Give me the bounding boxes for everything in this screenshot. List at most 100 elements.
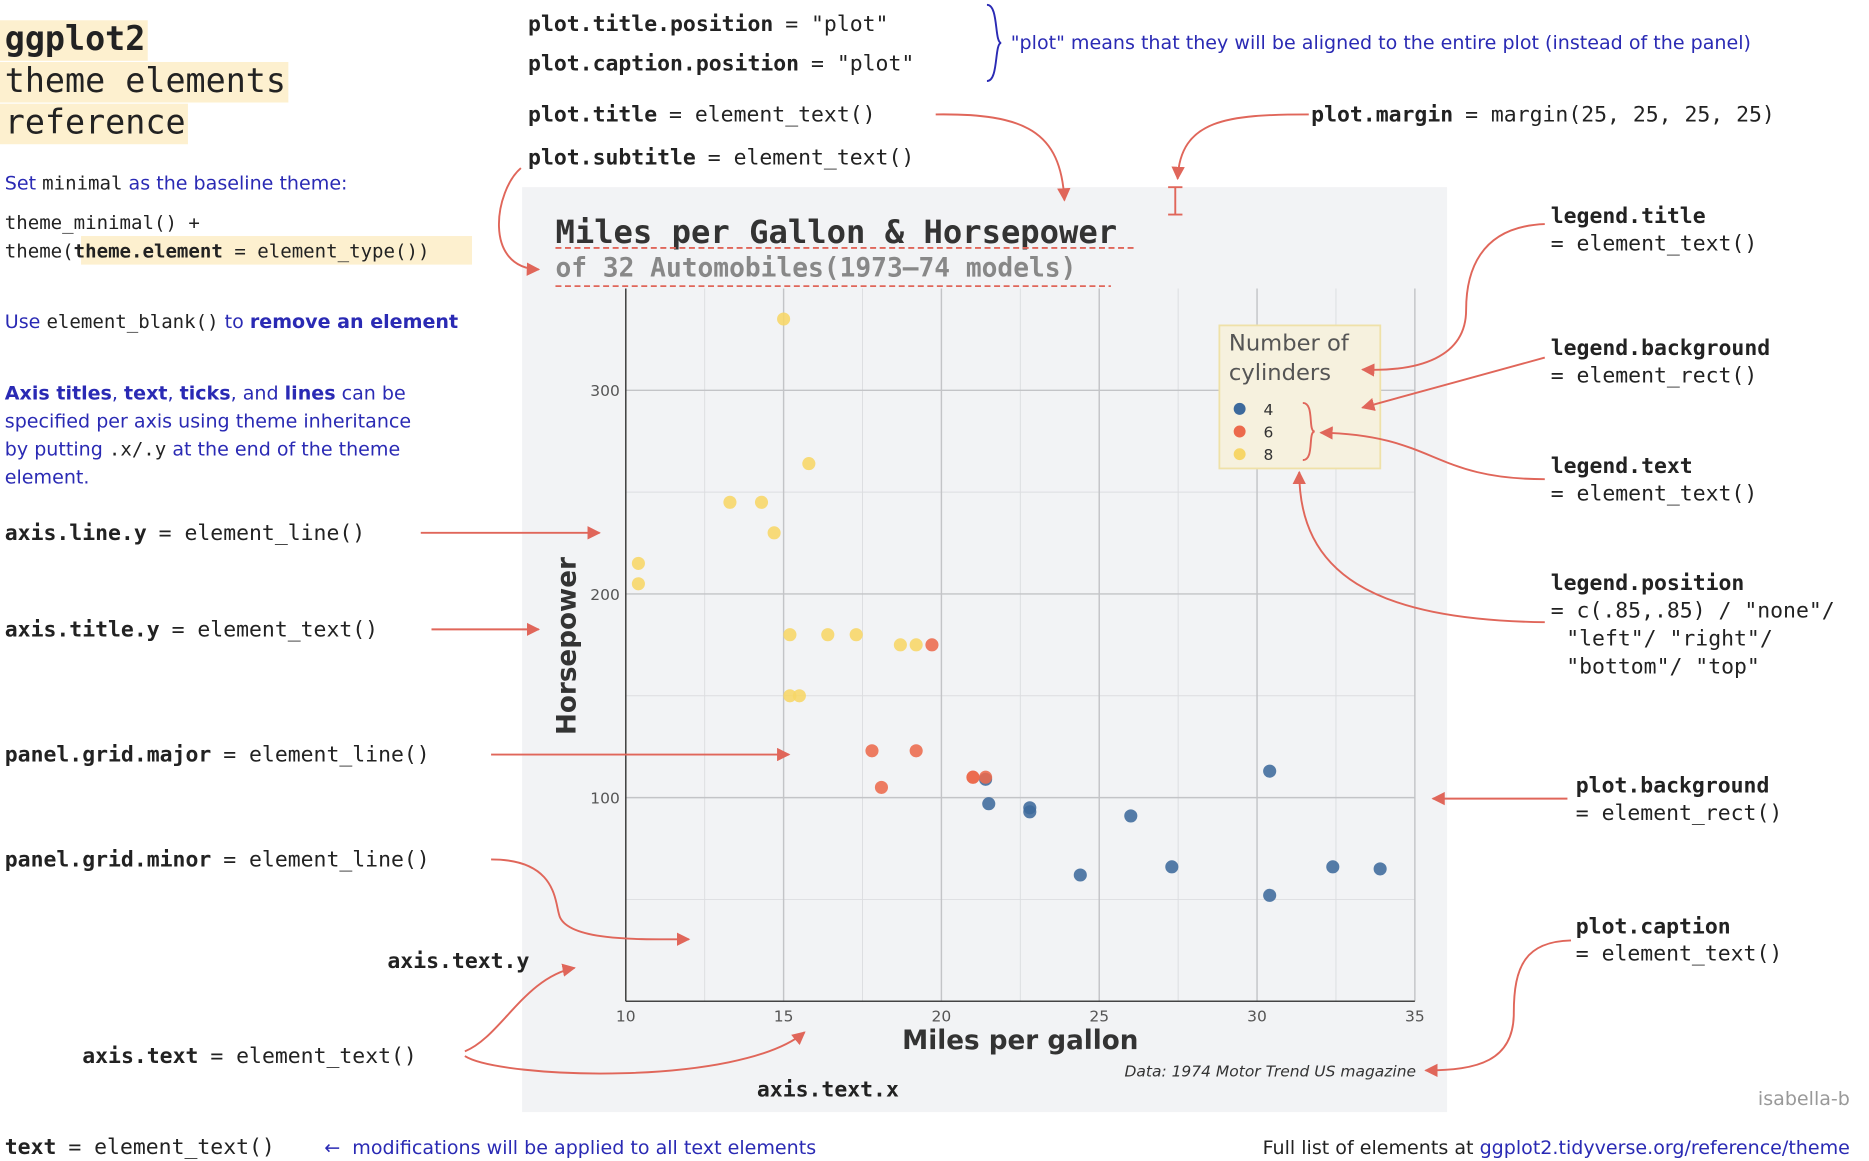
arrow: [1424, 939, 1572, 1078]
element-name: legend.text: [1551, 454, 1693, 479]
x-tick-label: 15: [774, 1008, 794, 1026]
element-code: axis.text = element_text(): [82, 1044, 417, 1069]
point: [1165, 860, 1179, 874]
arrow: [464, 1031, 806, 1075]
element-name: plot.background: [1576, 774, 1770, 799]
point: [909, 638, 923, 652]
element-code: plot.margin = margin(25, 25, 25, 25): [1311, 103, 1775, 128]
text-segment: as the baseline theme:: [122, 173, 347, 195]
text-line: theme_minimal() +: [5, 212, 200, 234]
point: [1023, 801, 1037, 815]
text-segment: text: [5, 1135, 57, 1160]
point: [792, 689, 806, 703]
margin-marker: [1168, 186, 1183, 216]
point: [1373, 862, 1387, 876]
text-segment: Use: [5, 311, 47, 333]
point: [1124, 809, 1138, 823]
point: [966, 770, 980, 784]
text-segment: panel.grid.major: [5, 743, 212, 768]
element-name: plot.caption: [1576, 914, 1731, 939]
element-value: = element_rect(): [1551, 364, 1758, 389]
x-tick-label: 20: [932, 1008, 952, 1026]
text-segment: = element_line(): [223, 743, 430, 768]
text-segment: legend.position: [1551, 571, 1745, 596]
note: "plot" means that they will be aligned t…: [1011, 32, 1751, 54]
text-segment: = element_text(): [1551, 482, 1758, 507]
arrow: [1361, 356, 1546, 411]
brace: [986, 3, 1003, 83]
legend-title: Number of: [1229, 330, 1350, 356]
y-tick-label: 300: [590, 382, 620, 400]
text-segment: = c(.85,.85) / "none"/: [1551, 598, 1835, 623]
text-segment: legend.text: [1551, 454, 1693, 479]
element-value: = element_text(): [1551, 231, 1758, 256]
text-line: by putting .x/.y at the end of the theme: [5, 438, 400, 460]
text-segment: axis.title.y: [5, 618, 160, 643]
text-line: specified per axis using theme inheritan…: [5, 410, 411, 432]
text-segment: = element_line(): [223, 848, 430, 873]
text-segment: axis.text: [82, 1044, 198, 1069]
text-segment: axis.line.y: [5, 521, 147, 546]
element-value: = element_rect(): [1576, 801, 1783, 826]
note: ← modifications will be applied to all t…: [324, 1137, 816, 1159]
arrow: [935, 113, 1071, 202]
legend-label: 6: [1263, 423, 1273, 441]
text-segment[interactable]: ggplot2.tidyverse.org/reference/theme: [1480, 1137, 1850, 1159]
x-tick-label: 35: [1405, 1008, 1425, 1026]
title-highlight: [0, 20, 148, 61]
legend-label: 8: [1263, 446, 1273, 464]
element-name: legend.title: [1551, 204, 1706, 229]
text-segment: plot.background: [1576, 774, 1770, 799]
point: [821, 628, 835, 642]
text-segment: = element_text(): [210, 1044, 417, 1069]
text-segment: axis.text.x: [757, 1078, 899, 1103]
x-tick-label: 25: [1089, 1008, 1109, 1026]
page-title: reference: [5, 103, 186, 142]
point: [909, 744, 923, 758]
legend-brace: [1302, 401, 1316, 462]
arrow: [1319, 426, 1545, 481]
text-line: element.: [5, 466, 90, 488]
text-segment: theme elements: [5, 61, 286, 100]
text-segment: .x/.y: [109, 438, 166, 460]
element-code: panel.grid.major = element_line(): [5, 743, 430, 768]
text-segment: = element_text(): [1551, 231, 1758, 256]
x-tick-label: 10: [616, 1008, 636, 1026]
point: [1073, 868, 1087, 882]
point: [767, 526, 781, 540]
text-segment: Set: [5, 173, 42, 195]
code-highlight: [81, 236, 473, 265]
chart-subtitle: of 32 Automobiles(1973–74 models): [555, 254, 1076, 284]
y-tick-label: 100: [590, 790, 620, 808]
point: [783, 628, 797, 642]
element-code: plot.title = element_text(): [528, 103, 876, 128]
chart-title: Miles per Gallon & Horsepower: [555, 213, 1117, 251]
text-segment: ticks: [180, 382, 231, 404]
point: [631, 556, 645, 570]
arrow: [498, 167, 541, 276]
element-name: legend.background: [1551, 336, 1770, 361]
element-value: = element_text(): [1551, 482, 1758, 507]
text-segment: = element_type(): [223, 240, 418, 262]
text-segment: element.: [5, 466, 90, 488]
point: [754, 495, 769, 509]
page-title: theme elements: [5, 61, 286, 100]
element-code: plot.subtitle = element_text(): [528, 146, 914, 171]
element-value: "left"/ "right"/: [1566, 626, 1773, 651]
element-code: plot.title.position = "plot": [528, 12, 888, 37]
text-segment: "bottom"/ "top": [1566, 654, 1760, 679]
element-code: panel.grid.minor = element_line(): [5, 848, 430, 873]
text-segment: = element_text(): [68, 1135, 275, 1160]
y-tick-label: 200: [590, 586, 620, 604]
text-segment: = element_text(): [172, 618, 379, 643]
arrow: [1361, 223, 1545, 377]
point: [874, 780, 888, 794]
text-segment: legend.background: [1551, 336, 1770, 361]
text-segment: element_blank(): [46, 311, 218, 333]
text-segment: lines: [285, 382, 336, 404]
arrow: [1292, 470, 1545, 624]
annotation-arrows: [420, 3, 1572, 1078]
text-line: Axis titles, text, ticks, and lines can …: [5, 382, 406, 404]
text-line: theme(theme.element = element_type()): [5, 240, 430, 262]
point: [893, 638, 907, 652]
